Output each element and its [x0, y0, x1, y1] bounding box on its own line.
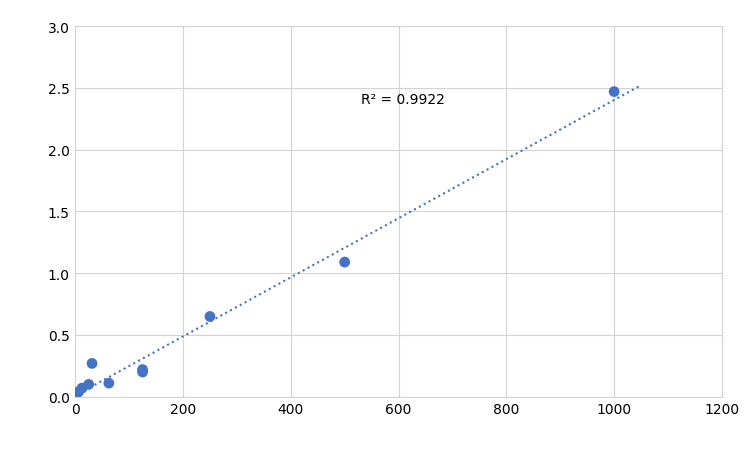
Point: [204, 313, 216, 320]
Point: [338, 259, 350, 266]
Point: [103, 380, 115, 387]
Point: [137, 366, 149, 373]
Point: [137, 368, 149, 376]
Point: [86, 360, 98, 367]
Point: [76, 385, 88, 392]
Point: [72, 388, 84, 396]
Point: [69, 393, 81, 400]
Point: [83, 381, 95, 388]
Text: R² = 0.9922: R² = 0.9922: [361, 93, 444, 107]
Point: [608, 89, 620, 96]
